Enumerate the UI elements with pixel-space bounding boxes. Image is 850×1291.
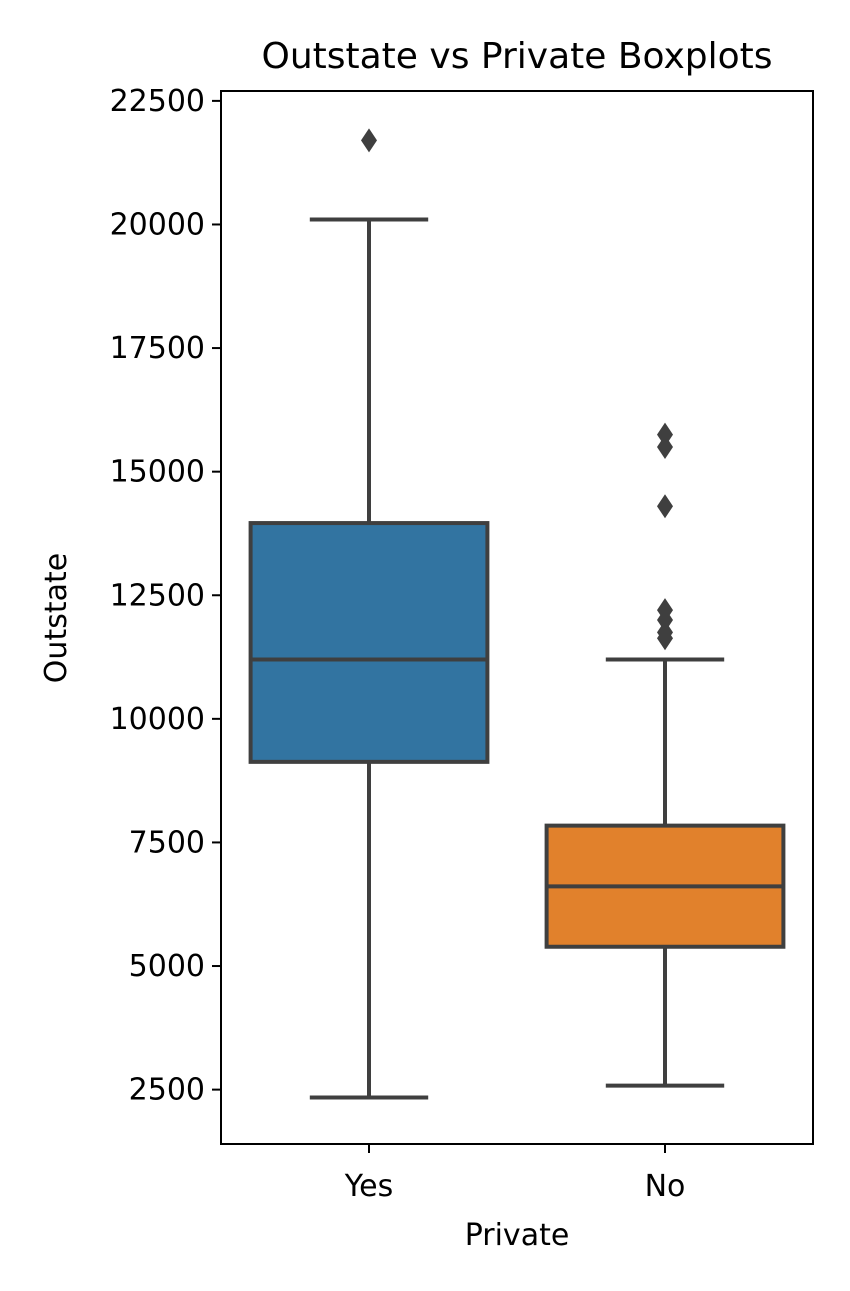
- chart-title: Outstate vs Private Boxplots: [261, 36, 772, 77]
- y-tick-label: 17500: [110, 331, 205, 366]
- box-0: [248, 521, 490, 764]
- x-axis-title: Private: [465, 1218, 570, 1253]
- outlier-point-1-6: [657, 422, 673, 447]
- y-tick-label: 2500: [129, 1073, 205, 1108]
- plot-frame: [220, 90, 814, 1145]
- outlier-point-1-1: [657, 620, 673, 645]
- y-tick-label: 22500: [110, 84, 205, 119]
- y-axis-title: Outstate: [39, 553, 74, 683]
- x-tick-label: No: [645, 1169, 686, 1204]
- y-tick-label: 12500: [110, 578, 205, 613]
- y-tick-label: 15000: [110, 455, 205, 490]
- y-tick-label: 5000: [129, 949, 205, 984]
- outlier-point-0-0: [361, 128, 377, 153]
- x-tick-label: Yes: [344, 1169, 393, 1204]
- outlier-point-1-3: [657, 598, 673, 623]
- y-tick-label: 10000: [110, 702, 205, 737]
- outlier-point-1-5: [657, 434, 673, 459]
- y-tick-label: 20000: [110, 207, 205, 242]
- y-tick-label: 7500: [129, 825, 205, 860]
- outlier-point-1-4: [657, 494, 673, 519]
- plot-area: 2500 5000 7500 10000 12500 15000 17500 20000 225…: [110, 84, 814, 1204]
